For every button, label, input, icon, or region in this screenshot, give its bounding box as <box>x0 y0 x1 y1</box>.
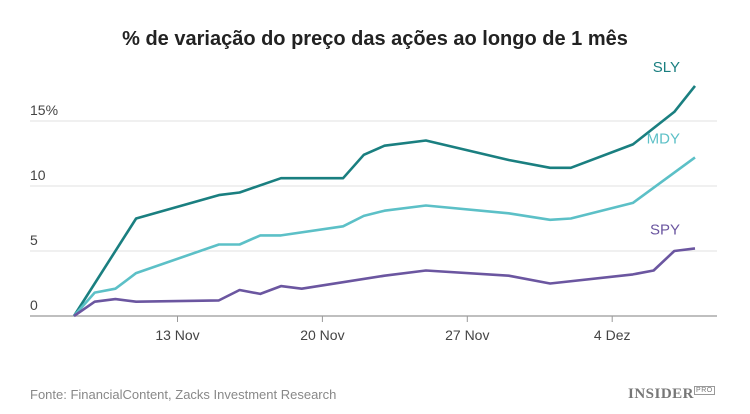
x-tick-label: 13 Nov <box>155 327 199 343</box>
series-line-mdy <box>73 156 696 317</box>
x-tick-label: 4 Dez <box>594 327 631 343</box>
source-note: Fonte: FinancialContent, Zacks Investmen… <box>30 387 337 402</box>
x-tick-label: 27 Nov <box>445 327 489 343</box>
series-label-sly: SLY <box>653 59 680 76</box>
x-tick-label: 20 Nov <box>300 327 344 343</box>
y-tick-label: 10 <box>30 167 46 183</box>
logo-sup: PRO <box>694 386 715 395</box>
y-tick-label: 0 <box>30 297 38 313</box>
logo-text: INSIDER <box>628 386 695 402</box>
series-line-spy <box>73 247 696 318</box>
series-line-sly <box>72 85 697 317</box>
chart-title: % de variação do preço das ações ao long… <box>122 28 628 50</box>
y-tick-label: 15% <box>30 102 58 118</box>
series-label-spy: SPY <box>650 221 680 238</box>
series-label-mdy: MDY <box>647 130 680 147</box>
insider-pro-logo: INSIDER PRO <box>628 386 715 403</box>
y-tick-label: 5 <box>30 232 38 248</box>
